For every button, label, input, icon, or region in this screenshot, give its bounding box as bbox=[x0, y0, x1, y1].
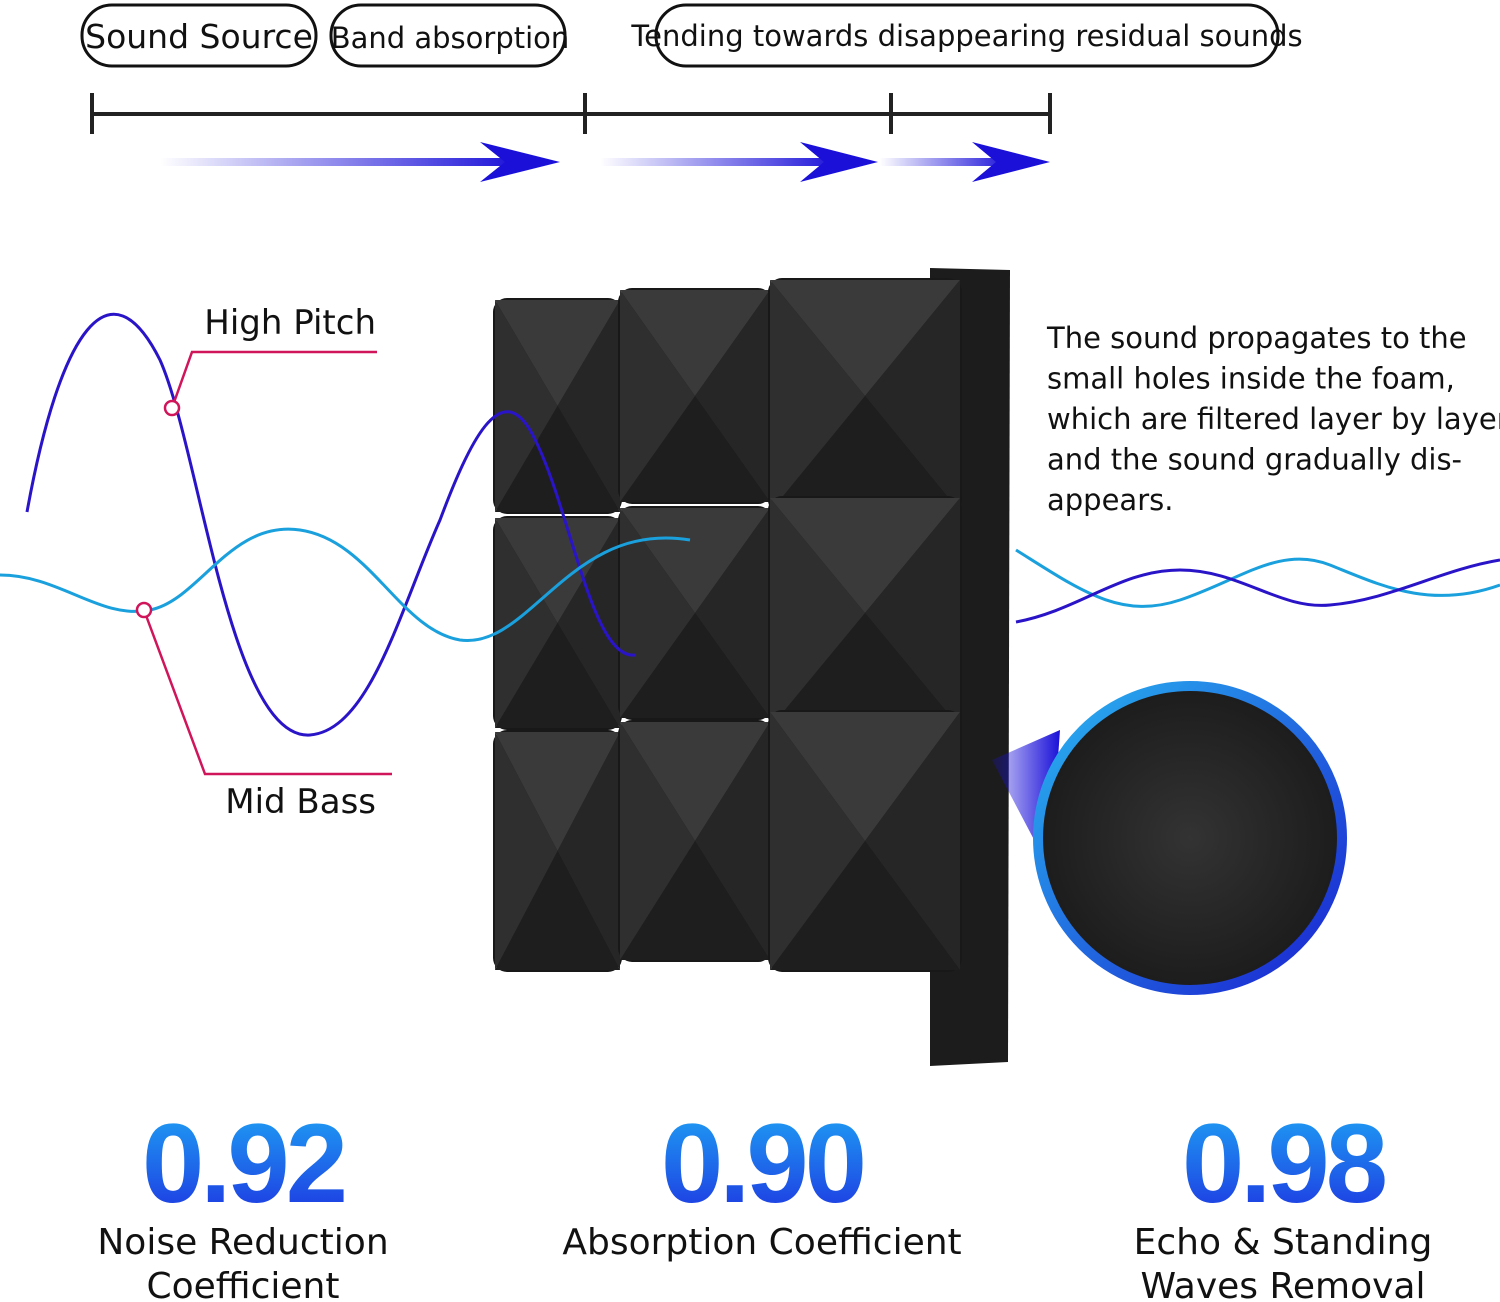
pyramid-face bbox=[620, 290, 770, 396]
stage-pills: Sound Source Band absorption Tending tow… bbox=[80, 3, 1303, 68]
pyramid-face bbox=[620, 722, 770, 841]
description-line: The sound propagates to the bbox=[1046, 321, 1467, 355]
pyramid-face bbox=[495, 518, 620, 623]
pyramid-face bbox=[620, 508, 770, 613]
pyramid-face bbox=[620, 290, 695, 502]
pyramid-face bbox=[770, 712, 865, 970]
pyramid-face bbox=[865, 280, 960, 512]
description-line: small holes inside the foam, bbox=[1047, 362, 1455, 396]
foam-tile bbox=[618, 506, 772, 720]
timeline bbox=[90, 93, 1052, 134]
foam-tile bbox=[768, 710, 962, 972]
stage-label: Sound Source bbox=[85, 17, 313, 56]
foam-panel bbox=[493, 268, 1010, 1066]
pyramid-face bbox=[495, 623, 620, 728]
foam-tile bbox=[768, 278, 962, 514]
pyramid-face bbox=[865, 712, 960, 970]
pyramid-face bbox=[770, 280, 960, 396]
pyramid-face bbox=[770, 280, 865, 512]
foam-tile bbox=[768, 496, 962, 730]
pyramid-face bbox=[770, 712, 960, 841]
pill bbox=[329, 3, 567, 68]
pyramid-face bbox=[557, 300, 620, 512]
stat-label: Waves Removal bbox=[1140, 1266, 1425, 1302]
stat-label: Absorption Coefficient bbox=[562, 1222, 961, 1263]
stage-label: Tending towards disappearing residual so… bbox=[630, 19, 1302, 53]
pyramid-face bbox=[620, 508, 695, 718]
pyramid-face bbox=[495, 732, 558, 970]
pyramid-face bbox=[557, 732, 620, 970]
pyramid-face bbox=[495, 300, 620, 406]
wave-label: Mid Bass bbox=[225, 782, 376, 822]
stat-label: Noise Reduction bbox=[97, 1222, 388, 1263]
foam-tile bbox=[493, 516, 622, 730]
pyramid-face bbox=[695, 722, 770, 960]
pill bbox=[654, 3, 1280, 68]
pyramid-face bbox=[620, 722, 695, 960]
foam-tile bbox=[493, 298, 622, 514]
zoom bbox=[992, 681, 1347, 995]
description-line: which are filtered layer by layer, bbox=[1047, 402, 1500, 436]
pyramid-face bbox=[495, 518, 558, 728]
wave-callouts: High Pitch Mid Bass bbox=[135, 303, 392, 822]
foam-tile bbox=[493, 730, 622, 972]
wave-label: High Pitch bbox=[204, 303, 376, 343]
pyramid-face bbox=[770, 498, 865, 728]
stat-label: Coefficient bbox=[147, 1266, 340, 1302]
description: The sound propagates to the small holes i… bbox=[1046, 321, 1500, 517]
pyramid-face bbox=[770, 841, 960, 970]
stat-value: 0.98 bbox=[1182, 1101, 1385, 1226]
pyramid-face bbox=[865, 498, 960, 728]
stat-value: 0.90 bbox=[661, 1101, 863, 1226]
pyramid-face bbox=[770, 498, 960, 613]
stage-label: Band absorption bbox=[331, 21, 570, 55]
pill bbox=[80, 3, 318, 68]
stat-label: Echo & Standing bbox=[1134, 1222, 1433, 1263]
pyramid-face bbox=[495, 300, 558, 512]
pyramid-face bbox=[770, 613, 960, 728]
pyramid-face bbox=[495, 732, 620, 851]
description-line: and the sound gradually dis- bbox=[1047, 443, 1462, 477]
foam-tile bbox=[618, 288, 772, 504]
pyramid-face bbox=[495, 406, 620, 512]
description-line: appears. bbox=[1047, 483, 1173, 517]
pyramid-face bbox=[495, 851, 620, 970]
pyramid-face bbox=[695, 290, 770, 502]
stat-value: 0.92 bbox=[142, 1101, 344, 1226]
pyramid-face bbox=[620, 396, 770, 502]
waves bbox=[0, 312, 1500, 737]
pyramid-face bbox=[620, 613, 770, 718]
foam-tile bbox=[618, 720, 772, 962]
pyramid-face bbox=[620, 841, 770, 960]
pyramid-face bbox=[770, 396, 960, 512]
arrows bbox=[160, 142, 1050, 182]
pyramid-face bbox=[557, 518, 620, 728]
pyramid-face bbox=[695, 508, 770, 718]
